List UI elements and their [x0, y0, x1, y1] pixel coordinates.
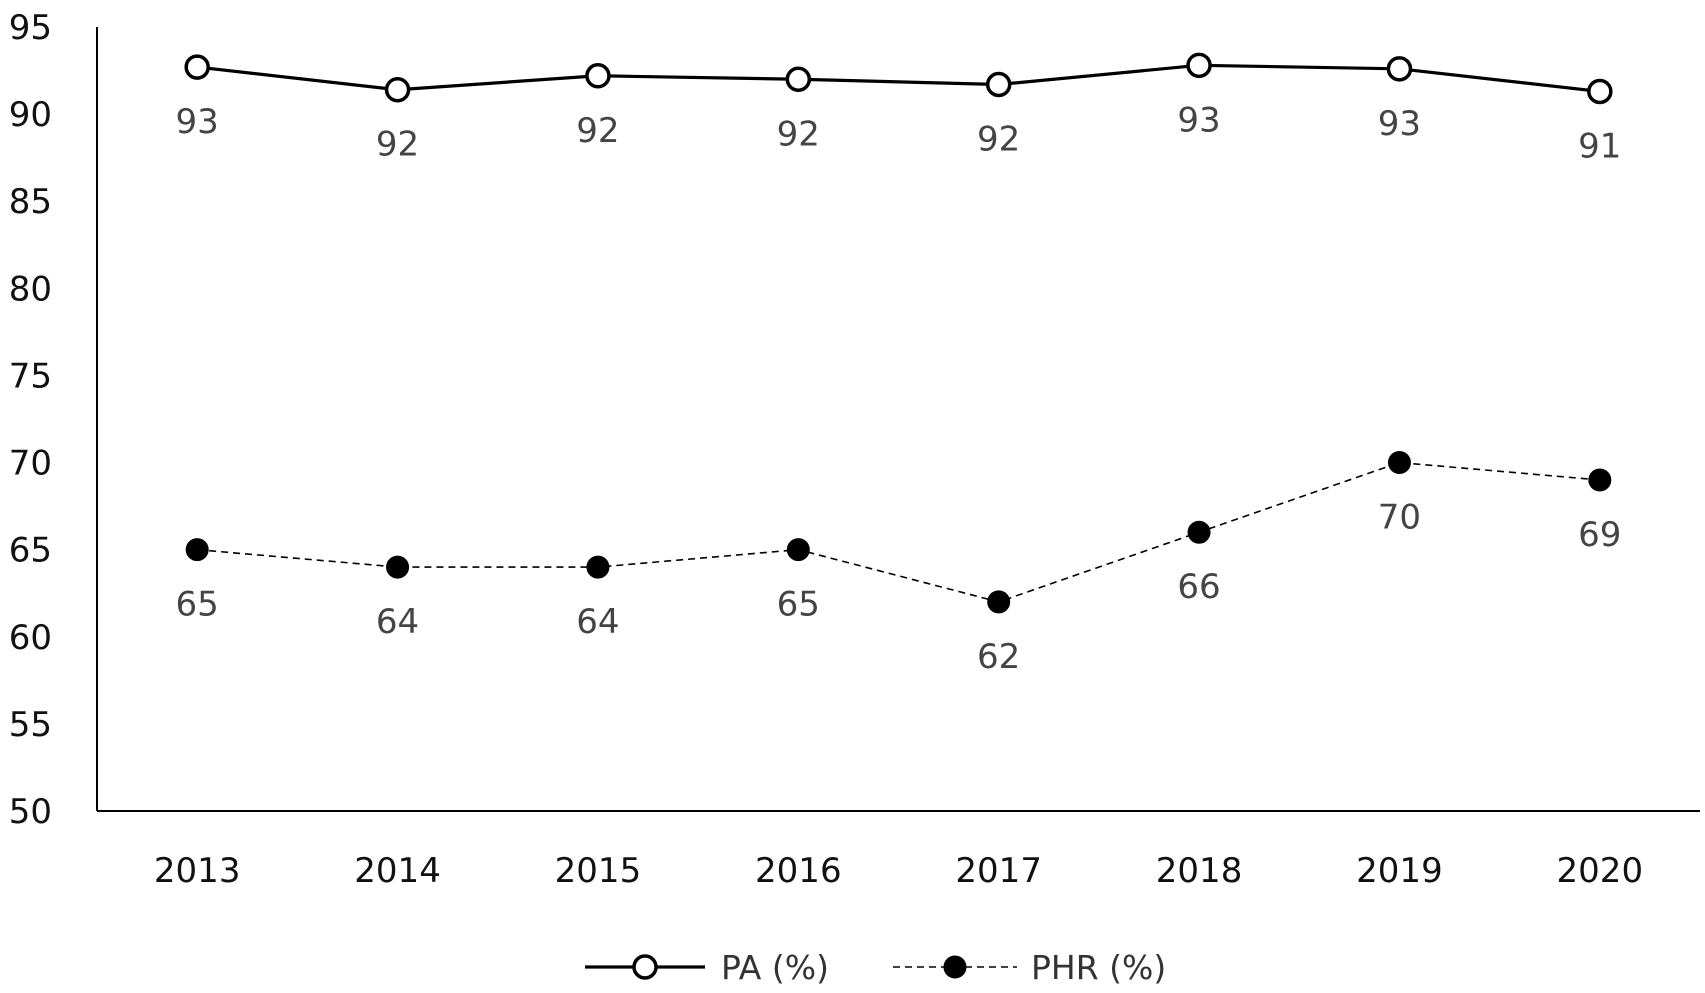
- data-label: 64: [376, 602, 419, 642]
- legend-label-phr: PHR (%): [1031, 948, 1166, 987]
- series-point-filled: [1387, 451, 1411, 475]
- data-label: 70: [1378, 498, 1421, 538]
- y-tick-label: 50: [9, 792, 52, 832]
- legend-marker-pa: [632, 954, 658, 980]
- series-point-filled: [786, 538, 810, 562]
- series-point-filled: [386, 555, 410, 579]
- legend: PA (%) PHR (%): [585, 948, 1166, 987]
- data-label: 69: [1578, 515, 1621, 555]
- data-label: 91: [1578, 126, 1621, 166]
- series-point-open: [785, 66, 812, 93]
- series-point-filled: [185, 538, 209, 562]
- y-tick-label: 90: [9, 95, 52, 135]
- legend-label-pa: PA (%): [721, 948, 829, 987]
- y-tick-label: 80: [9, 269, 52, 309]
- data-label: 93: [1378, 104, 1421, 144]
- data-label: 92: [376, 125, 419, 165]
- series-point-open: [384, 76, 411, 103]
- data-label: 64: [576, 602, 619, 642]
- y-tick-label: 85: [9, 182, 52, 222]
- series-point-filled: [1187, 520, 1211, 544]
- series-point-open: [1587, 78, 1613, 105]
- x-tick-label: 2019: [1356, 851, 1443, 891]
- series-point-open: [1186, 52, 1212, 79]
- series-point-open: [985, 71, 1012, 98]
- series-point-open: [585, 63, 611, 89]
- series-line-2: [197, 461, 1600, 603]
- series-point-filled: [1588, 468, 1612, 492]
- x-tick-label: 2013: [154, 851, 241, 891]
- y-tick-label: 60: [9, 618, 52, 658]
- y-tick-label: 95: [9, 8, 52, 48]
- data-label: 92: [576, 111, 619, 151]
- series-group: [184, 52, 1613, 614]
- x-tick-label: 2014: [354, 851, 441, 891]
- series-point-filled: [586, 555, 610, 579]
- data-label: 62: [977, 637, 1020, 677]
- x-tick-label: 2016: [755, 851, 842, 891]
- data-label: 92: [977, 119, 1020, 159]
- data-label: 65: [777, 585, 820, 625]
- data-label: 92: [777, 114, 820, 154]
- y-tick-label: 75: [9, 356, 52, 396]
- x-tick-label: 2020: [1557, 851, 1644, 891]
- data-label: 93: [1177, 100, 1220, 140]
- x-tick-label: 2018: [1156, 851, 1243, 891]
- y-axis-group: 50 55 60 65 70 75 80 85 90 95: [9, 8, 98, 832]
- x-tick-label: 2017: [955, 851, 1042, 891]
- series-line-1: [197, 63, 1600, 94]
- y-tick-label: 65: [9, 531, 52, 571]
- legend-marker-phr: [943, 955, 967, 979]
- y-tick-label: 55: [9, 705, 52, 745]
- data-label: 93: [176, 102, 219, 142]
- x-tick-label: 2015: [555, 851, 642, 891]
- x-axis-group: 2013 2014 2015 2016 2017 2018 2019 2020: [97, 810, 1700, 891]
- data-label: 66: [1177, 567, 1220, 607]
- data-label: 65: [176, 585, 219, 625]
- series-point-filled: [987, 590, 1011, 614]
- series-point-open: [1386, 56, 1413, 82]
- y-tick-label: 70: [9, 444, 52, 484]
- series-point-open: [184, 54, 210, 80]
- data-labels-group: 93 92 92 92 92 93 93 91 65 64 64 65 62 66 70 69: [176, 100, 1622, 677]
